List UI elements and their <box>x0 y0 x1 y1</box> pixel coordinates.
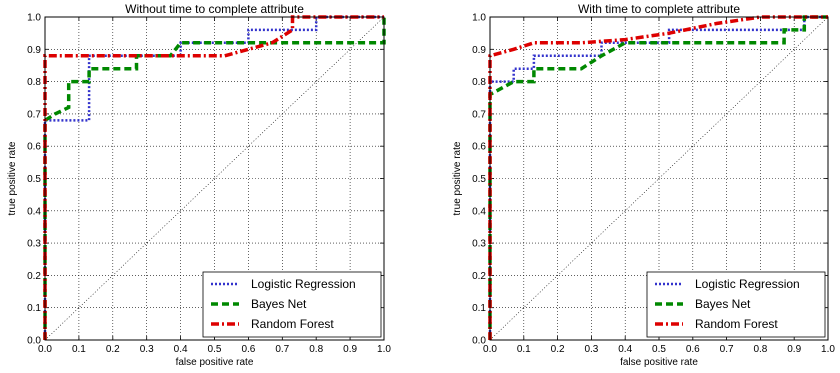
y-tick-label: 0.7 <box>27 109 41 120</box>
y-axis-label: true positive rate <box>7 141 18 215</box>
y-tick-label: 1.0 <box>27 13 41 24</box>
x-tick-label: 0.4 <box>618 344 632 355</box>
x-tick-label: 1.0 <box>821 344 835 355</box>
roc-series-random-forest <box>43 15 384 340</box>
x-tick-label: 0.8 <box>309 344 323 355</box>
y-tick-label: 0.0 <box>472 336 486 347</box>
x-tick-label: 0.0 <box>38 344 52 355</box>
x-tick-label: 0.5 <box>208 344 222 355</box>
x-tick-label: 0.0 <box>483 344 497 355</box>
y-tick-label: 0.1 <box>472 303 486 314</box>
roc-series-logistic-regression <box>43 15 384 340</box>
y-tick-label: 0.9 <box>27 45 41 56</box>
roc-chart-with-time: With time to complete attribute 0.0 0.1 0.2… <box>452 2 835 368</box>
y-tick-label: 1.0 <box>472 13 486 24</box>
x-tick-label: 0.6 <box>241 344 255 355</box>
y-tick-label: 0.2 <box>472 271 486 282</box>
x-tick-label: 0.1 <box>517 344 531 355</box>
chart-title: With time to complete attribute <box>578 2 740 16</box>
y-tick-label: 0.3 <box>27 239 41 250</box>
roc-chart-without-time: Without time to complete attribute 0.0 0.1… <box>7 2 391 368</box>
diagonal-reference-line <box>44 16 385 341</box>
x-tick-label: 0.3 <box>140 344 154 355</box>
y-tick-label: 0.6 <box>27 142 41 153</box>
y-tick-label: 0.7 <box>472 109 486 120</box>
y-tick-label: 0.4 <box>472 206 486 217</box>
x-tick-label: 0.5 <box>652 344 666 355</box>
x-axis-label: false positive rate <box>176 357 254 368</box>
x-tick-label: 0.7 <box>275 344 289 355</box>
plot-frame <box>44 16 385 341</box>
legend-label: Random Forest <box>251 317 334 331</box>
legend-label: Bayes Net <box>695 297 751 311</box>
y-tick-label: 0.8 <box>472 77 486 88</box>
x-tick-label: 0.6 <box>686 344 700 355</box>
x-tick-label: 0.9 <box>343 344 357 355</box>
y-tick-label: 0.6 <box>472 142 486 153</box>
legend-label: Logistic Regression <box>251 277 356 291</box>
plot-frame <box>489 16 829 341</box>
x-tick-label: 0.2 <box>551 344 565 355</box>
y-tick-label: 0.4 <box>27 206 41 217</box>
y-tick-label: 0.5 <box>27 174 41 185</box>
x-tick-label: 1.0 <box>377 344 391 355</box>
y-tick-label: 0.1 <box>27 303 41 314</box>
x-tick-label: 0.1 <box>72 344 86 355</box>
y-tick-label: 0.5 <box>472 174 486 185</box>
y-tick-label: 0.8 <box>27 77 41 88</box>
chart-title: Without time to complete attribute <box>125 2 304 16</box>
legend-label: Logistic Regression <box>695 277 800 291</box>
y-tick-label: 0.2 <box>27 271 41 282</box>
x-tick-label: 0.4 <box>174 344 188 355</box>
roc-series-bayes-net <box>488 15 828 340</box>
x-tick-label: 0.3 <box>584 344 598 355</box>
x-tick-label: 0.9 <box>787 344 801 355</box>
x-tick-label: 0.8 <box>753 344 767 355</box>
legend-label: Random Forest <box>695 317 778 331</box>
y-axis-label: true positive rate <box>452 141 463 215</box>
y-tick-label: 0.0 <box>27 336 41 347</box>
x-tick-label: 0.7 <box>720 344 734 355</box>
x-axis-label: false positive rate <box>620 357 698 368</box>
roc-series-bayes-net <box>43 17 386 340</box>
x-tick-label: 0.2 <box>106 344 120 355</box>
y-tick-label: 0.9 <box>472 45 486 56</box>
legend-label: Bayes Net <box>251 297 307 311</box>
y-tick-label: 0.3 <box>472 239 486 250</box>
